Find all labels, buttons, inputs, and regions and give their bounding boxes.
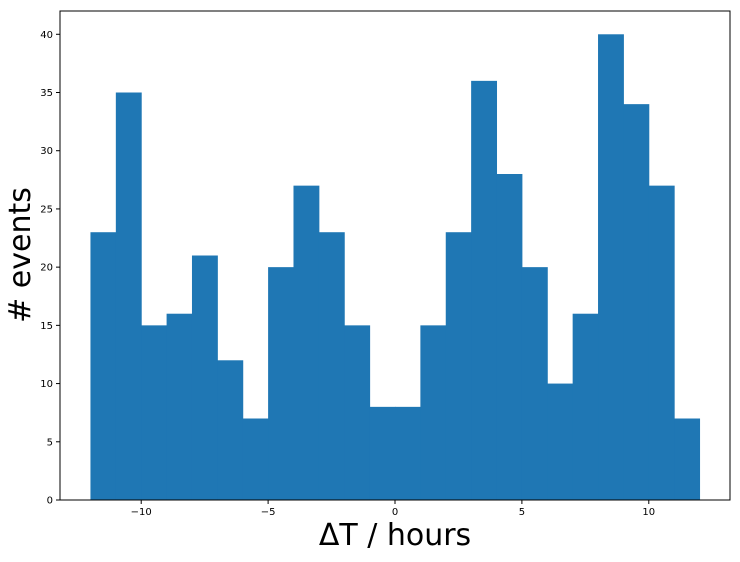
- y-tick-label: 0: [47, 496, 53, 507]
- histogram-bar: [572, 313, 599, 500]
- histogram-bar: [268, 267, 294, 500]
- x-tick-label: 5: [519, 507, 525, 518]
- y-tick-label: 20: [40, 263, 53, 274]
- histogram-bar: [166, 313, 193, 500]
- x-axis-title: ΔT / hours: [319, 518, 471, 553]
- histogram-bar: [420, 325, 447, 500]
- y-tick-label: 10: [40, 379, 53, 390]
- x-axis: −10 −5 0 5 10: [131, 500, 655, 518]
- histogram-bar: [648, 185, 675, 500]
- x-tick-label: −5: [261, 507, 276, 518]
- histogram-bar: [547, 383, 574, 500]
- x-tick-label: 10: [642, 507, 655, 518]
- histogram-bar: [496, 174, 523, 500]
- x-tick-label: 0: [392, 507, 398, 518]
- histogram-bar: [293, 185, 320, 500]
- histogram-bar: [395, 406, 421, 500]
- bars-group: [90, 34, 701, 501]
- histogram-bar: [217, 360, 244, 500]
- histogram-bar: [344, 325, 371, 500]
- y-tick-label: 15: [40, 321, 53, 332]
- histogram-bar: [598, 34, 624, 501]
- histogram-bar: [318, 232, 345, 500]
- histogram-bar: [521, 267, 548, 500]
- y-axis: 0 5 10 15 20 25 30 35 40: [40, 30, 60, 507]
- histogram-bar: [90, 232, 117, 500]
- y-tick-label: 25: [40, 204, 53, 215]
- y-tick-label: 30: [40, 146, 53, 157]
- x-tick-label: −10: [131, 507, 152, 518]
- histogram-bar: [242, 418, 269, 500]
- histogram-bar: [674, 418, 701, 500]
- y-axis-title: # events: [3, 187, 38, 323]
- y-tick-label: 5: [47, 437, 53, 448]
- histogram-bar: [471, 80, 498, 500]
- histogram-bar: [623, 104, 650, 501]
- y-tick-label: 40: [40, 30, 53, 41]
- histogram-bar: [445, 232, 472, 500]
- y-tick-label: 35: [40, 88, 53, 99]
- histogram-bar: [191, 255, 218, 500]
- histogram-bar: [369, 406, 396, 500]
- histogram-bar: [115, 92, 142, 500]
- histogram-bar: [141, 325, 168, 500]
